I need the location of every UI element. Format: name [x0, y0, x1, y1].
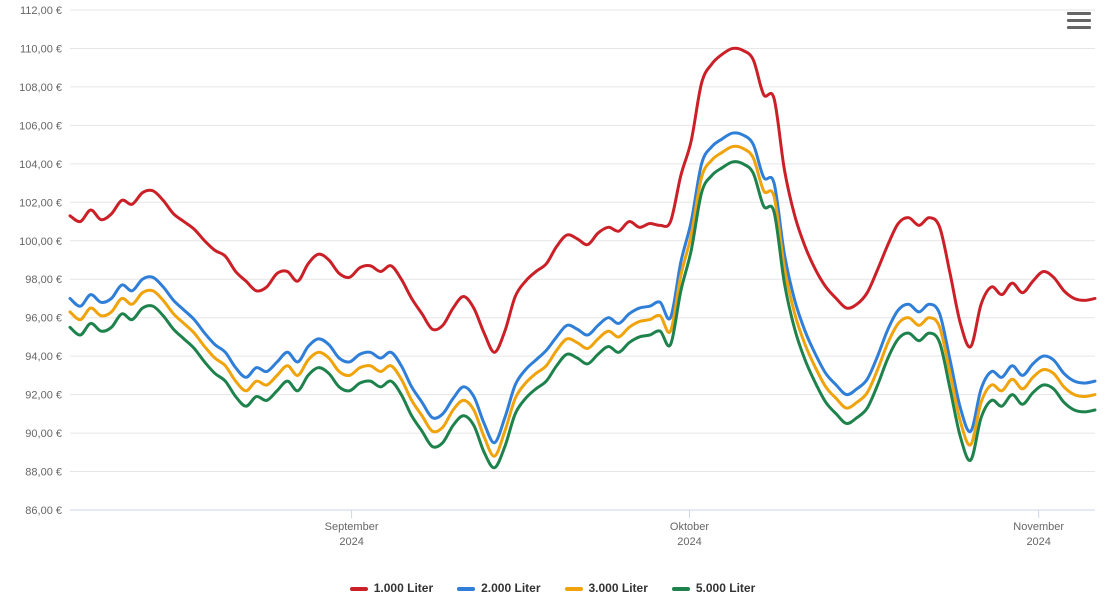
legend-label: 3.000 Liter: [589, 581, 648, 595]
series-l1000[interactable]: [70, 48, 1095, 352]
x-axis-label: Oktober: [670, 521, 709, 533]
series-l3000[interactable]: [70, 146, 1095, 456]
legend-swatch: [565, 587, 583, 591]
y-axis-label: 96,00 €: [25, 313, 62, 325]
x-axis-label: November: [1013, 521, 1064, 533]
y-axis-label: 108,00 €: [19, 82, 62, 94]
legend-item-l2000[interactable]: 2.000 Liter: [457, 581, 540, 595]
price-chart: 86,00 € 88,00 € 90,00 € 92,00 € 94,00 € 96,00…: [0, 0, 1105, 603]
legend-swatch: [350, 587, 368, 591]
y-axis-label: 100,00 €: [19, 236, 62, 248]
legend-item-l1000[interactable]: 1.000 Liter: [350, 581, 433, 595]
y-axis-label: 98,00 €: [25, 274, 62, 286]
x-axis-label: 2024: [339, 536, 363, 548]
y-axis-label: 106,00 €: [19, 120, 62, 132]
y-axis-label: 90,00 €: [25, 428, 62, 440]
legend-item-l3000[interactable]: 3.000 Liter: [565, 581, 648, 595]
legend-swatch: [457, 587, 475, 591]
y-axis-label: 88,00 €: [25, 467, 62, 479]
legend-label: 2.000 Liter: [481, 581, 540, 595]
y-axis-label: 110,00 €: [20, 43, 62, 55]
y-axis-label: 94,00 €: [25, 351, 62, 363]
hamburger-icon: [1067, 19, 1091, 22]
x-axis-label: 2024: [1026, 536, 1050, 548]
hamburger-icon: [1067, 12, 1091, 15]
series-l2000[interactable]: [70, 133, 1095, 443]
hamburger-icon: [1067, 26, 1091, 29]
chart-legend: 1.000 Liter 2.000 Liter 3.000 Liter 5.000 L…: [0, 581, 1105, 595]
y-axis-label: 86,00 €: [25, 505, 62, 517]
y-axis-label: 104,00 €: [19, 159, 62, 171]
legend-label: 1.000 Liter: [374, 581, 433, 595]
legend-label: 5.000 Liter: [696, 581, 755, 595]
y-axis-label: 102,00 €: [19, 197, 62, 209]
y-axis-label: 112,00 €: [20, 5, 62, 17]
chart-plot-area: 86,00 € 88,00 € 90,00 € 92,00 € 94,00 € 96,00…: [0, 0, 1105, 603]
legend-swatch: [672, 587, 690, 591]
x-axis-label: 2024: [677, 536, 701, 548]
x-axis-label: September: [325, 521, 379, 533]
chart-menu-button[interactable]: [1067, 8, 1091, 30]
legend-item-l5000[interactable]: 5.000 Liter: [672, 581, 755, 595]
y-axis-label: 92,00 €: [25, 390, 62, 402]
